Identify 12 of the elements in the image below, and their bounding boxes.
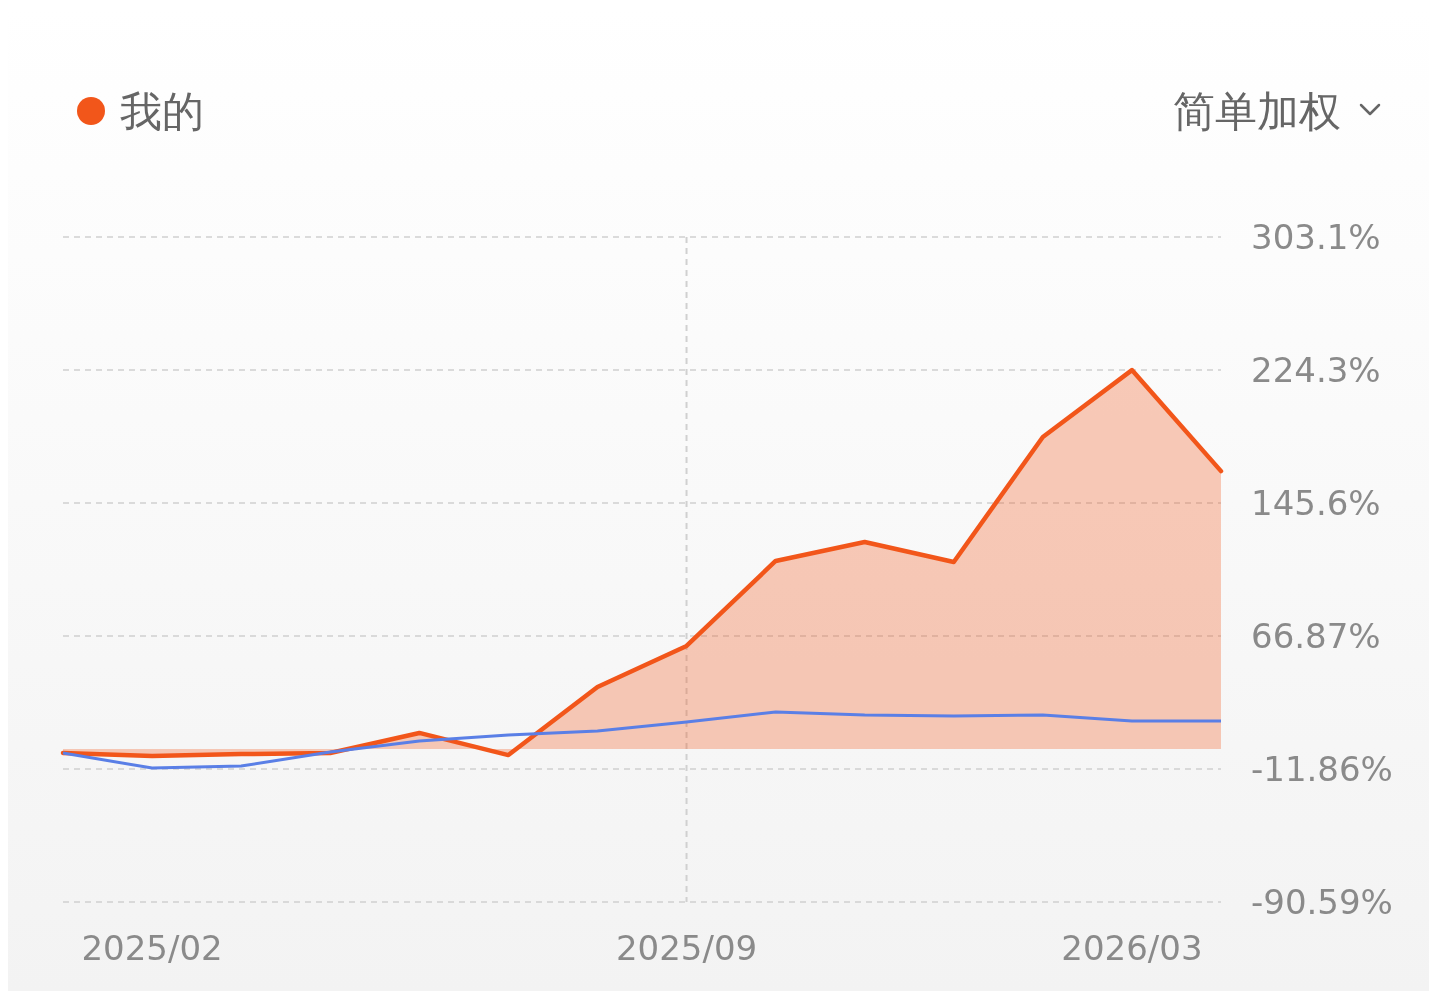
- legend-label: 我的: [120, 86, 204, 136]
- y-tick-label: 145.6%: [1251, 483, 1381, 524]
- x-tick-label: 2025/02: [81, 928, 223, 968]
- y-tick-label: -11.86%: [1251, 749, 1393, 790]
- y-tick-label: 303.1%: [1251, 217, 1381, 257]
- y-tick-label: -90.59%: [1251, 882, 1393, 922]
- x-tick-label: 2026/03: [1061, 928, 1203, 968]
- line-series: [61, 710, 1223, 770]
- y-tick-label: 224.3%: [1251, 350, 1381, 391]
- x-tick-label: 2025/09: [615, 928, 758, 968]
- y-tick-label: 66.87%: [1251, 616, 1381, 657]
- text: 简单加权: [1173, 86, 1341, 136]
